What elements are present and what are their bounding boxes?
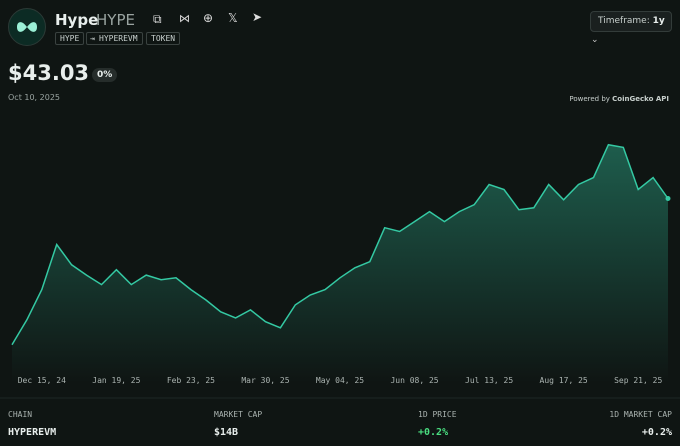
token-symbol: HYPE [96, 11, 135, 29]
logo [8, 8, 46, 46]
price-line [11, 143, 669, 346]
tag: TOKEN [146, 32, 181, 45]
stat-label: 1D MARKET CAP [609, 410, 672, 419]
stat-label: 1D PRICE [418, 410, 457, 419]
tag: ⇥ HYPEREVM [86, 32, 143, 45]
stat-value: +0.2% [418, 427, 449, 438]
price: $43.03 [8, 61, 90, 85]
link-icon[interactable]: ⋈ [179, 12, 190, 25]
web-icon[interactable]: ⊕ [203, 11, 214, 25]
tag-text: HYPEREVM [99, 34, 138, 43]
x-tick-label: Jun 08, 25 [390, 376, 438, 385]
stat-label: CHAIN [8, 410, 33, 419]
timeframe-label: Timeframe: [598, 16, 650, 26]
telegram-icon[interactable]: ➤ [252, 10, 263, 24]
x-tick-label: Jan 19, 25 [92, 376, 140, 385]
timeframe-value: 1y [652, 16, 665, 26]
powered-by: Powered by [569, 95, 610, 103]
provider: CoinGecko API [612, 95, 669, 103]
x-tick-label: Aug 17, 25 [540, 376, 588, 385]
x-icon[interactable]: 𝕏 [228, 11, 238, 25]
timeframe-select[interactable]: Timeframe: 1y ⌄ [590, 11, 672, 45]
stat-value: HYPEREVM [8, 427, 57, 438]
price-change: 0% [92, 68, 118, 82]
x-tick-label: Sep 21, 25 [614, 376, 662, 385]
x-tick-label: Jul 13, 25 [465, 376, 513, 385]
area [12, 144, 668, 383]
date: Oct 10, 2025 [8, 93, 60, 102]
stat-value: $14B [214, 427, 239, 438]
tag: HYPE [55, 32, 85, 45]
x-tick-label: Mar 30, 25 [241, 376, 289, 385]
end-dot [665, 196, 671, 202]
copy-icon[interactable]: ⧉ [153, 12, 162, 26]
stat-label: MARKET CAP [214, 410, 263, 419]
x-tick-label: Feb 23, 25 [167, 376, 215, 385]
attribution: Powered by CoinGecko API [569, 95, 669, 103]
x-tick-label: Dec 15, 24 [18, 376, 66, 385]
stat-value: +0.2% [641, 427, 672, 438]
token-name: Hype [55, 11, 99, 29]
x-tick-label: May 04, 25 [316, 376, 364, 385]
